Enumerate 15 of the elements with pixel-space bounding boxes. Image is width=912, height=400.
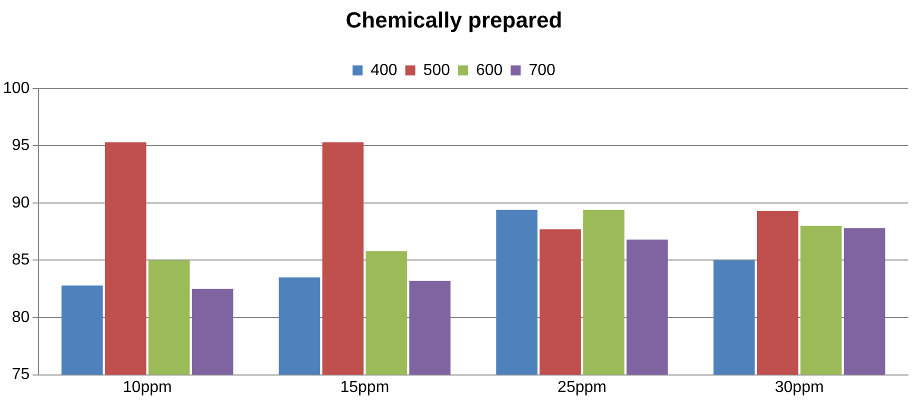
y-tick-label: 95 bbox=[12, 137, 30, 154]
x-tick-label: 30ppm bbox=[774, 378, 824, 396]
y-tick-label: 90 bbox=[12, 194, 30, 212]
x-tick-label: 25ppm bbox=[558, 378, 606, 396]
legend-label: 500 bbox=[423, 62, 450, 79]
legend-label: 600 bbox=[476, 62, 503, 79]
y-tick-label: 75 bbox=[12, 366, 30, 384]
x-tick-label: 10ppm bbox=[122, 378, 172, 396]
y-tick-label: 100 bbox=[2, 80, 30, 97]
chart-title: Chemically prepared bbox=[346, 7, 562, 32]
y-tick-label: 85 bbox=[12, 252, 30, 269]
y-tick-label: 80 bbox=[12, 308, 30, 326]
legend-label: 400 bbox=[370, 62, 398, 79]
x-tick-label: 15ppm bbox=[340, 378, 390, 396]
legend-label: 700 bbox=[528, 62, 556, 79]
